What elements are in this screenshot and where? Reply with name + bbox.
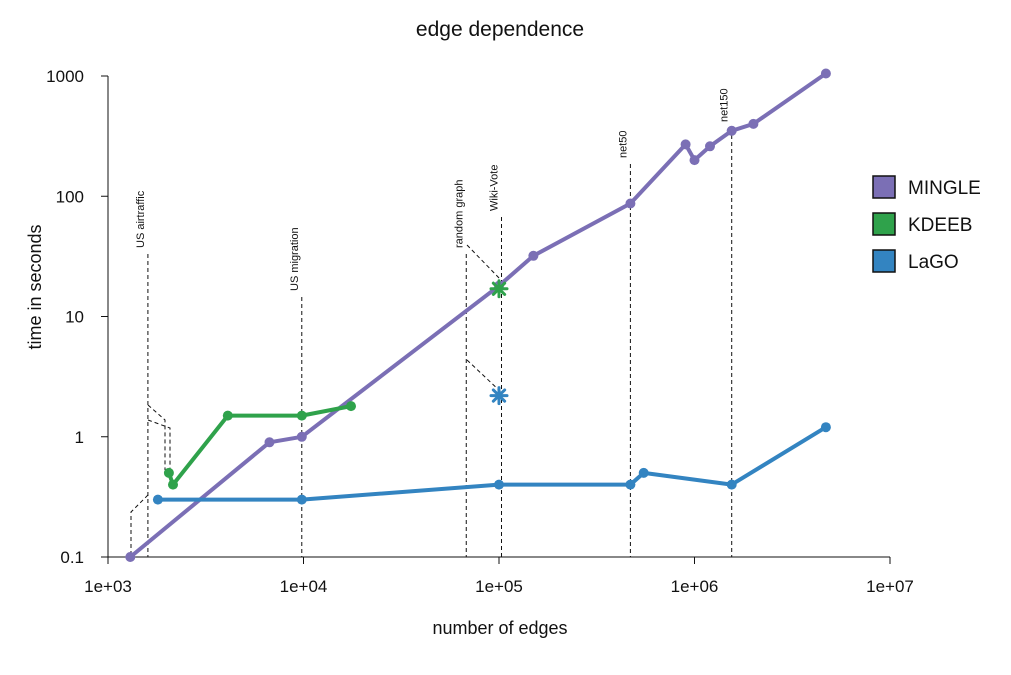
annotation-label-net150: net150 [719, 88, 731, 122]
star-stroke-kdeeb-3 [491, 281, 507, 296]
point-mingle-10 [748, 118, 759, 129]
point-lago-4 [638, 467, 649, 478]
point-lago-5 [726, 479, 737, 490]
series-kdeeb [163, 401, 356, 490]
point-mingle-1 [264, 437, 275, 448]
y-tick-label-2: 10 [65, 308, 84, 327]
x-tick-label-0: 1e+03 [84, 577, 132, 596]
y-tick-label-0: 0.1 [60, 548, 84, 567]
annotation-label-us-migration: US migration [289, 227, 301, 291]
series-layer [125, 68, 831, 562]
annotation-label-random-graph: random graph [453, 180, 465, 249]
point-lago-2 [494, 479, 504, 490]
point-lago-0 [152, 494, 163, 505]
y-axis-ticks: 0.1 1 10 100 1000 [46, 67, 108, 567]
legend-label-kdeeb: KDEEB [908, 215, 972, 236]
point-lago-1 [296, 494, 307, 505]
point-kdeeb-3 [296, 410, 307, 421]
star-stroke-lago-3 [491, 388, 507, 403]
series-mingle [125, 68, 831, 562]
star-marker-lago [489, 386, 509, 406]
axes: 1e+03 1e+04 1e+05 1e+06 1e+07 0.1 1 10 100 1000 [46, 67, 914, 596]
point-mingle-8 [705, 141, 715, 152]
annotation-leader-2 [147, 419, 171, 475]
x-tick-label-2: 1e+05 [475, 577, 523, 596]
annotation-label-wiki-vote: Wiki-Vote [489, 165, 501, 211]
annotation-leader-4 [466, 359, 502, 393]
y-axis-label: time in seconds [25, 224, 45, 349]
annotation-label-net50: net50 [617, 130, 629, 158]
x-axis-ticks: 1e+03 1e+04 1e+05 1e+06 1e+07 [84, 557, 914, 596]
y-tick-label-4: 1000 [46, 67, 84, 86]
legend-swatch-mingle [872, 175, 896, 199]
legend-swatch-kdeeb [872, 212, 896, 236]
series-lago [152, 422, 831, 505]
x-tick-label-1: 1e+04 [280, 577, 328, 596]
point-kdeeb-2 [222, 410, 233, 421]
annotation-leader-0 [130, 494, 149, 557]
point-mingle-7 [689, 155, 700, 166]
y-tick-label-1: 1 [75, 428, 84, 447]
x-tick-label-4: 1e+07 [866, 577, 914, 596]
point-lago-6 [820, 422, 831, 433]
star-marker-kdeeb [489, 279, 509, 299]
point-mingle-4 [528, 250, 539, 261]
point-kdeeb-1 [168, 479, 178, 490]
point-mingle-0 [125, 552, 136, 562]
point-mingle-2 [296, 431, 307, 442]
annotation-leader-1 [147, 404, 166, 470]
point-mingle-6 [680, 139, 691, 150]
legend-swatch-lago [872, 249, 896, 273]
legend: MINGLE KDEEB LaGO [872, 175, 981, 273]
point-mingle-11 [820, 68, 831, 79]
series-line-lago [155, 425, 828, 502]
point-mingle-5 [625, 198, 636, 209]
x-axis-label: number of edges [432, 618, 567, 638]
legend-label-mingle: MINGLE [908, 178, 981, 199]
annotation-layer: US airtraffic US migration random graph Wik… [130, 88, 733, 557]
point-kdeeb-4 [346, 401, 356, 412]
annotation-leader-3 [466, 244, 502, 281]
chart-title: edge dependence [416, 18, 584, 41]
point-kdeeb-0 [163, 467, 174, 478]
legend-label-lago: LaGO [908, 252, 959, 273]
y-tick-label-3: 100 [56, 187, 84, 206]
point-lago-3 [625, 479, 636, 490]
annotation-label-us-airtraffic: US airtraffic [135, 190, 147, 248]
x-tick-label-3: 1e+06 [671, 577, 719, 596]
point-mingle-9 [726, 125, 737, 136]
